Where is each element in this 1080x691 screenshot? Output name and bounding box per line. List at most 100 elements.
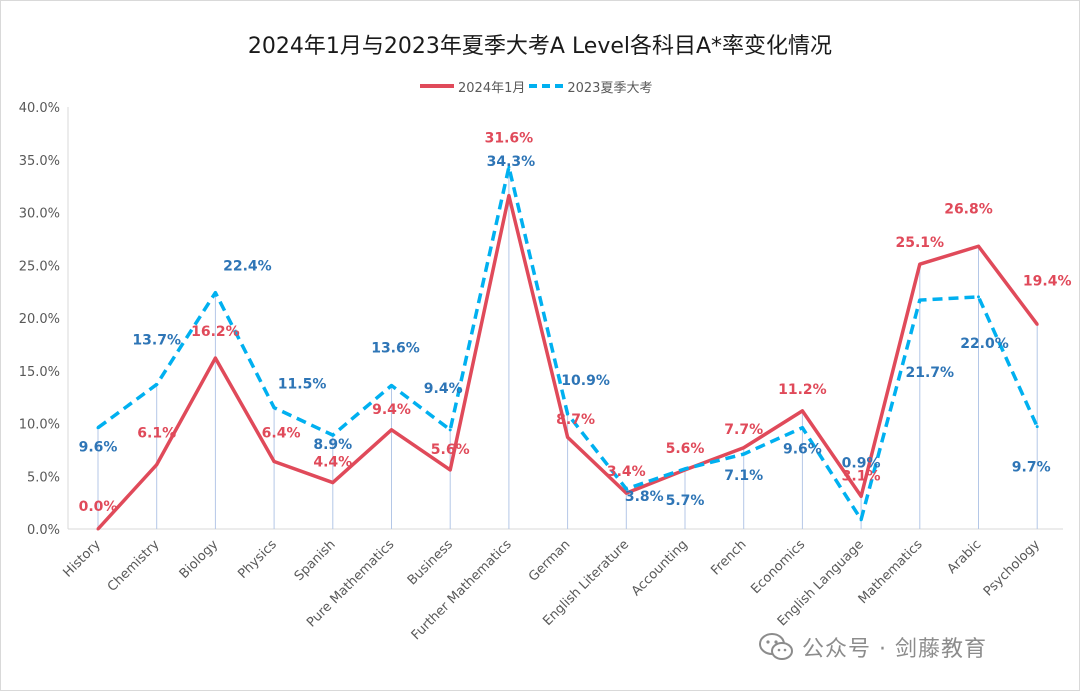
data-label-2023: 3.8% [625,489,664,505]
chart-legend: 2024年1月 2023夏季大考 [420,76,656,96]
point-2023 [859,518,863,522]
data-label-2023: 5.7% [666,493,705,509]
y-tick-label: 5.0% [27,470,60,485]
x-tick-label: History [61,537,105,581]
chart-title: 2024年1月与2023年夏季大考A Level各科目A*率变化情况 [247,34,833,59]
data-label-2024: 6.1% [137,426,176,442]
point-2023 [507,165,511,169]
point-2024 [155,463,159,467]
legend-swatch-solid [420,84,454,88]
data-label-2023: 0.9% [842,456,881,472]
data-label-2024: 3.4% [607,464,646,480]
x-tick-label: Spanish [292,537,339,584]
data-label-2024: 5.6% [431,442,470,458]
x-tick-label: Economics [748,537,808,597]
data-label-2023: 21.7% [906,365,955,381]
point-2024 [213,356,217,360]
data-label-2023: 34.3% [487,154,536,170]
x-tick-label: Psychology [981,537,1043,599]
data-label-2024: 4.4% [313,455,352,471]
point-2023 [683,467,687,471]
data-label-2023: 13.6% [371,341,420,357]
point-2024 [742,446,746,450]
point-2023 [390,384,393,388]
point-2024 [800,409,804,413]
point-2023 [1035,425,1039,429]
x-tick-label: Biology [177,537,222,582]
y-tick-label: 15.0% [19,365,60,380]
point-2023 [155,382,159,386]
data-label-2024: 5.6% [666,441,705,457]
point-2024 [272,459,276,463]
point-2023 [624,487,628,491]
x-tick-label: Arabic [945,537,985,577]
y-tick-label: 25.0% [19,259,60,274]
point-2024 [624,491,628,495]
point-2023 [272,406,276,410]
watermark: 公众号 · 剑藤教育 [758,630,987,664]
point-2024 [918,262,922,266]
point-2024 [1035,322,1039,326]
data-label-2024: 6.4% [262,425,301,441]
legend-item-2023: 2023夏季大考 [529,77,652,96]
data-label-2024: 0.0% [79,499,118,515]
data-label-2024: 3.1% [842,468,881,484]
data-label-2023: 11.5% [278,377,327,393]
point-2024 [859,494,863,498]
legend-item-2024: 2024年1月 [420,77,525,96]
point-2023 [96,426,100,430]
point-2023 [800,426,804,430]
point-2024 [331,481,335,485]
data-label-2023: 9.7% [1012,460,1051,476]
data-label-2023: 22.0% [960,336,1009,352]
y-tick-label: 10.0% [19,418,60,433]
y-tick-label: 30.0% [19,207,60,222]
x-tick-label: Chemistry [105,537,163,595]
y-tick-label: 0.0% [27,523,60,538]
x-tick-label: Business [405,537,456,588]
point-2023 [977,295,980,299]
data-label-2024: 31.6% [485,131,534,147]
data-label-2024: 11.2% [778,382,827,398]
x-tick-label: German [526,537,573,584]
x-tick-label: Accounting [629,537,691,599]
point-2023 [742,452,746,456]
legend-swatch-dashed [529,84,564,88]
data-label-2024: 16.2% [191,324,240,340]
data-label-2023: 8.9% [313,437,352,453]
point-2024 [96,527,100,531]
data-label-2024: 9.4% [372,402,411,418]
y-tick-label: 35.0% [19,154,60,169]
point-2024 [390,428,393,432]
point-2024 [448,468,452,472]
data-label-2024: 19.4% [1023,273,1072,289]
data-label-2024: 7.7% [724,422,763,438]
data-label-2023: 10.9% [561,373,610,389]
x-tick-label: Further Mathematics [409,537,515,643]
point-2023 [213,291,217,295]
data-label-2023: 22.4% [223,259,272,275]
x-tick-label: French [708,537,749,578]
watermark-text: 公众号 · 剑藤教育 [802,637,987,662]
legend-label-2023: 2023夏季大考 [567,80,653,96]
y-tick-label: 40.0% [19,101,60,116]
point-2024 [566,435,570,439]
legend-label-2024: 2024年1月 [458,80,526,96]
data-label-2023: 9.6% [783,442,822,458]
wechat-icon [759,633,793,660]
data-label-2023: 9.6% [79,440,118,456]
point-2024 [977,244,980,248]
data-label-2024: 25.1% [896,235,945,251]
point-2023 [331,433,335,437]
data-label-2023: 9.4% [424,381,463,397]
x-tick-label: Physics [235,537,280,582]
data-label-2023: 13.7% [132,332,181,348]
point-2023 [448,428,452,432]
point-2023 [918,298,922,302]
data-label-2024: 8.7% [556,412,595,428]
data-label-2024: 26.8% [944,201,993,217]
point-2024 [507,194,511,198]
y-tick-label: 20.0% [19,312,60,327]
point-2023 [566,412,570,416]
